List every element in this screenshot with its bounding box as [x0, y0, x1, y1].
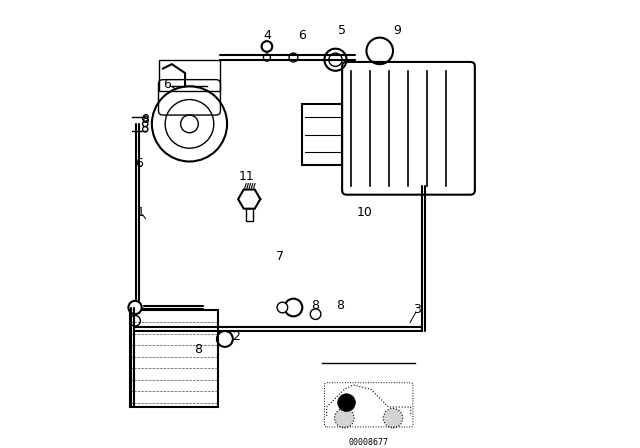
Text: 8: 8: [141, 113, 149, 126]
Text: 9: 9: [394, 25, 401, 38]
Circle shape: [264, 54, 271, 61]
Bar: [302, 103, 342, 165]
Text: 5: 5: [338, 25, 346, 38]
Text: 8: 8: [312, 299, 319, 312]
Circle shape: [338, 394, 355, 411]
Text: 00008677: 00008677: [349, 438, 388, 447]
Circle shape: [143, 116, 148, 121]
Text: 6: 6: [163, 78, 172, 90]
Circle shape: [285, 299, 302, 316]
Text: 8: 8: [195, 343, 202, 356]
Text: 1: 1: [137, 206, 145, 219]
Circle shape: [262, 41, 272, 52]
Bar: [246, 208, 253, 221]
Text: 8: 8: [336, 299, 344, 312]
Bar: [130, 310, 218, 407]
Circle shape: [383, 409, 403, 428]
Text: 11: 11: [239, 171, 255, 184]
Circle shape: [143, 126, 148, 132]
Text: 10: 10: [356, 206, 372, 219]
Text: 2: 2: [232, 330, 240, 343]
Text: 4: 4: [263, 29, 271, 42]
Circle shape: [129, 301, 141, 314]
Circle shape: [335, 409, 354, 428]
Circle shape: [289, 53, 298, 62]
Text: 7: 7: [276, 250, 284, 263]
Circle shape: [143, 121, 148, 126]
Circle shape: [310, 309, 321, 319]
Circle shape: [277, 302, 288, 313]
Text: 6: 6: [134, 157, 143, 170]
Circle shape: [130, 315, 140, 326]
Text: 3: 3: [413, 303, 421, 316]
Polygon shape: [238, 190, 260, 209]
Text: 6: 6: [298, 29, 306, 42]
